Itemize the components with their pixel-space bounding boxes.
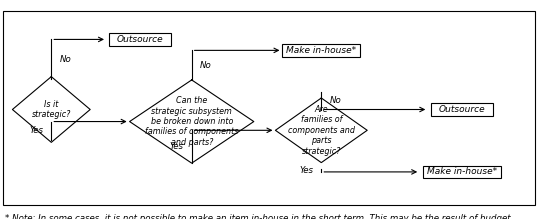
Text: No: No — [59, 55, 71, 64]
Text: Are
families of
components and
parts
strategic?: Are families of components and parts str… — [288, 105, 355, 156]
Bar — [282, 44, 361, 57]
Bar — [109, 33, 172, 46]
Bar — [3, 11, 535, 205]
Text: No: No — [200, 61, 212, 70]
Text: * Note: In some cases, it is not possible to make an item in-house in the short : * Note: In some cases, it is not possibl… — [5, 214, 511, 219]
Text: Yes: Yes — [170, 142, 184, 151]
Text: Make in-house*: Make in-house* — [427, 167, 497, 177]
Text: Outsource: Outsource — [438, 105, 485, 114]
Text: Make in-house*: Make in-house* — [286, 46, 356, 55]
Bar — [431, 103, 493, 116]
Text: Outsource: Outsource — [117, 35, 164, 44]
Text: Yes: Yes — [29, 126, 43, 135]
Text: Is it
strategic?: Is it strategic? — [32, 100, 71, 119]
Text: Yes: Yes — [299, 166, 313, 175]
Text: No: No — [329, 96, 341, 105]
Text: Can the
strategic subsystem
be broken down into
families of components
and parts: Can the strategic subsystem be broken do… — [145, 96, 238, 147]
Bar — [423, 166, 501, 178]
